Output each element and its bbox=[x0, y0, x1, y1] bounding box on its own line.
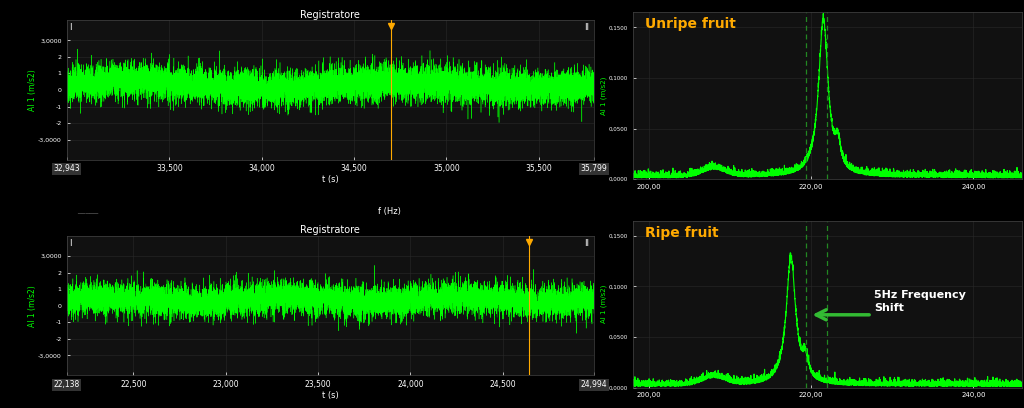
Y-axis label: AI 1 (m/s2): AI 1 (m/s2) bbox=[601, 76, 607, 115]
Text: 5Hz Frequency
Shift: 5Hz Frequency Shift bbox=[874, 290, 967, 313]
Text: Ripe fruit: Ripe fruit bbox=[644, 226, 718, 240]
Title: Registratore: Registratore bbox=[300, 225, 360, 235]
Title: Registratore: Registratore bbox=[300, 10, 360, 20]
Y-axis label: AI 1 (m/s2): AI 1 (m/s2) bbox=[28, 285, 37, 327]
Y-axis label: AI 1 (m/s2): AI 1 (m/s2) bbox=[28, 69, 37, 111]
Text: II: II bbox=[584, 23, 589, 32]
Text: I: I bbox=[70, 239, 72, 248]
X-axis label: t (s): t (s) bbox=[322, 175, 339, 184]
Text: f (Hz): f (Hz) bbox=[378, 207, 400, 216]
Text: I: I bbox=[70, 23, 72, 32]
X-axis label: t (s): t (s) bbox=[322, 390, 339, 399]
Text: II: II bbox=[584, 239, 589, 248]
Y-axis label: AI 1 (m/s2): AI 1 (m/s2) bbox=[601, 285, 607, 324]
Text: Unripe fruit: Unripe fruit bbox=[644, 17, 735, 31]
Text: ─────: ───── bbox=[77, 211, 98, 217]
